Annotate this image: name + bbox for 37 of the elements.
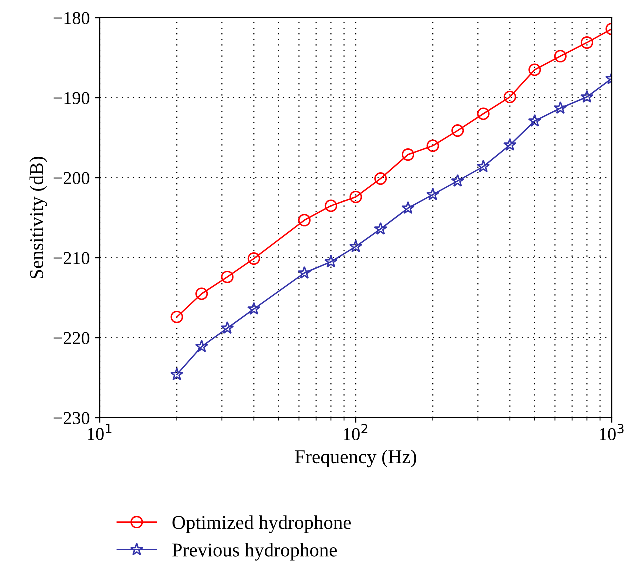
point xyxy=(477,108,490,120)
y-tick-label: −220 xyxy=(54,332,90,344)
point xyxy=(426,188,440,201)
point xyxy=(476,160,490,173)
legend-label: Optimized hydrophone xyxy=(172,516,352,534)
point xyxy=(402,201,415,214)
point xyxy=(374,172,388,186)
y-tick-label: −230 xyxy=(54,412,90,424)
point xyxy=(426,140,440,152)
y-tick-label: −200 xyxy=(54,172,90,184)
y-tick-label: −210 xyxy=(54,252,90,264)
x-axis-title: Frequency (Hz) xyxy=(295,450,416,468)
point xyxy=(580,36,594,50)
point xyxy=(402,148,415,162)
point xyxy=(528,64,542,76)
x-tick-label: 10$^{1}$ xyxy=(88,424,112,440)
point xyxy=(349,240,363,253)
point xyxy=(298,214,311,227)
y-axis-title: Sensitivity (dB) xyxy=(30,157,48,279)
point xyxy=(554,50,567,63)
x-tick-label: 10$^{2}$ xyxy=(344,424,368,441)
point xyxy=(350,190,362,204)
x-tick-label: 10$^{3}$ xyxy=(600,424,624,441)
point xyxy=(452,124,464,138)
point xyxy=(324,200,338,212)
point xyxy=(503,138,517,151)
legend-label: Previous hydrophone xyxy=(172,543,338,561)
point xyxy=(528,114,542,127)
point xyxy=(451,174,465,187)
point xyxy=(554,101,568,114)
y-tick-label: −180 xyxy=(54,12,90,24)
point xyxy=(504,90,516,104)
point xyxy=(580,90,594,103)
y-tick-label: −190 xyxy=(54,92,90,104)
point xyxy=(324,255,338,268)
point xyxy=(374,222,388,235)
point xyxy=(298,266,312,279)
